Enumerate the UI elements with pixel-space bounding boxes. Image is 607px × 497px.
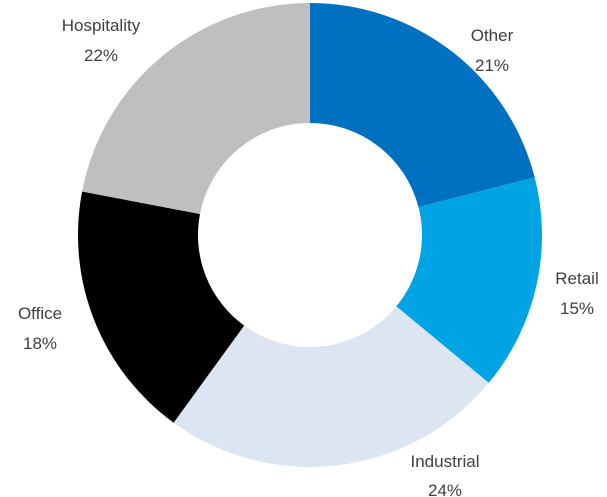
slice-value-hospitality: 22% [84,46,118,65]
slice-value-other: 21% [475,56,509,75]
slice-office [78,191,245,423]
slice-labels: Other 21% Retail 15% Industrial 24% Office 18% H… [18,16,599,497]
slice-industrial [173,306,489,467]
slice-retail [396,177,542,383]
slice-value-office: 18% [23,334,57,353]
slice-label-hospitality: Hospitality [62,16,141,35]
slice-value-retail: 15% [560,299,594,318]
slice-label-other: Other [471,26,514,45]
slice-value-industrial: 24% [428,481,462,497]
donut-slices [78,3,542,467]
slice-label-retail: Retail [555,269,598,288]
slice-label-office: Office [18,304,62,323]
slice-hospitality [82,3,310,215]
slice-label-industrial: Industrial [411,452,480,471]
slice-other [310,3,535,208]
